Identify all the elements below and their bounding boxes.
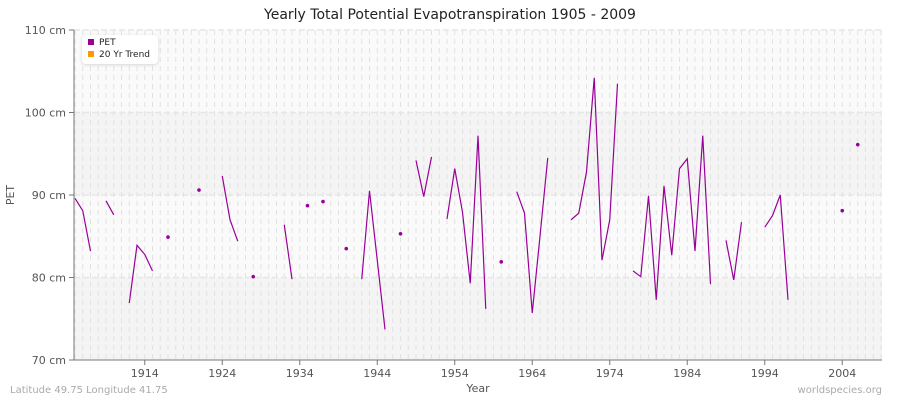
data-point xyxy=(855,142,860,147)
x-axis-label: Year xyxy=(465,382,490,395)
series-line-segment xyxy=(725,222,743,281)
y-tick-label: 70 cm xyxy=(32,354,66,367)
series-line-segment xyxy=(221,175,239,242)
x-tick-label: 1924 xyxy=(208,367,236,380)
x-tick-label: 1964 xyxy=(518,367,546,380)
y-tick-label: 100 cm xyxy=(25,107,66,120)
legend-label-pet: PET xyxy=(99,38,116,48)
series-line-segment xyxy=(361,190,386,330)
series-line-segment xyxy=(74,197,92,252)
x-tick-label: 1944 xyxy=(363,367,391,380)
x-tick-label: 1994 xyxy=(751,367,779,380)
series-line-segment xyxy=(764,194,789,300)
series-line-segment xyxy=(128,243,154,304)
legend-item-pet: PET xyxy=(88,37,150,49)
series-line-segment xyxy=(570,77,619,261)
series-line-segment xyxy=(415,156,433,197)
data-point xyxy=(251,274,256,279)
data-point xyxy=(166,235,170,239)
data-point xyxy=(197,188,201,192)
series-line-segment xyxy=(283,224,293,280)
footer-coordinates: Latitude 49.75 Longitude 41.75 xyxy=(10,385,168,396)
y-tick-label: 110 cm xyxy=(25,24,66,37)
x-tick-label: 1974 xyxy=(596,367,624,380)
y-tick-label: 90 cm xyxy=(32,189,66,202)
data-point xyxy=(398,231,403,236)
band xyxy=(74,112,882,195)
series-line-segment xyxy=(446,135,487,309)
data-point xyxy=(344,246,349,251)
y-axis-label: PET xyxy=(4,185,17,206)
data-point xyxy=(840,208,845,213)
chart-title: Yearly Total Potential Evapotranspiratio… xyxy=(264,7,636,23)
band xyxy=(74,195,882,278)
y-tick-label: 80 cm xyxy=(32,272,66,285)
series-line-segment xyxy=(516,157,549,314)
data-point xyxy=(499,260,504,264)
data-point xyxy=(305,203,310,208)
legend-swatch-pet xyxy=(88,39,94,45)
legend-label-trend: 20 Yr Trend xyxy=(99,50,151,60)
footer-source: worldspecies.org xyxy=(797,385,882,396)
x-tick-label: 1934 xyxy=(286,367,314,380)
x-tick-label: 2004 xyxy=(828,367,856,380)
legend-swatch-trend xyxy=(88,51,94,57)
legend: PET 20 Yr Trend xyxy=(82,35,159,64)
legend-item-trend: 20 Yr Trend xyxy=(88,49,150,61)
series-line-segment xyxy=(105,200,115,216)
x-tick-label: 1984 xyxy=(673,367,701,380)
data-point xyxy=(321,199,325,204)
x-tick-label: 1954 xyxy=(441,367,469,380)
x-tick-label: 1914 xyxy=(131,367,159,380)
series-line-segment xyxy=(632,135,712,300)
